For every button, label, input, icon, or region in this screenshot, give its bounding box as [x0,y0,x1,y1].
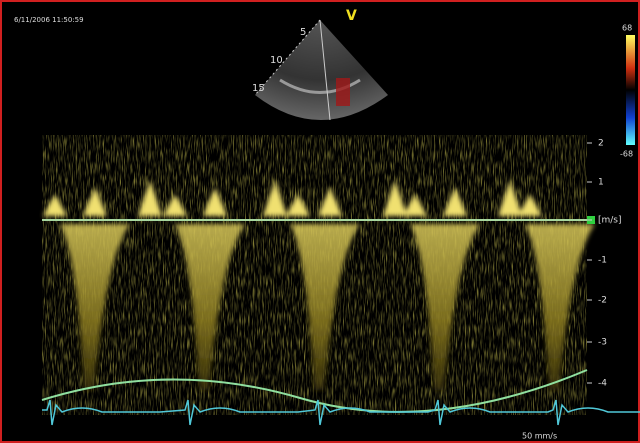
scale-label: 2 [598,139,604,149]
scale-label: -4 [598,379,607,389]
depth-label: 5 [300,27,306,38]
timestamp: 6/11/2006 11:50:59 [14,16,84,24]
color-min: -68 [620,150,633,159]
probe-marker: V [346,8,357,24]
depth-label: 10 [270,55,283,66]
sweep-speed: 50 mm/s [522,432,557,441]
scale-label: -3 [598,338,607,348]
color-bar [626,35,635,145]
scale-label: 1 [598,178,604,188]
scale-label: -1 [598,256,607,266]
color-box [336,78,350,106]
scale-label: [m/s] [598,216,622,226]
depth-label: 15 [252,83,265,94]
scale-label: -2 [598,296,607,306]
page: 6/11/2006 11:50:59 5 10 15 V 68 -68 2 1 [m… [0,0,640,443]
ultrasound-screen: 6/11/2006 11:50:59 5 10 15 V 68 -68 2 1 [m… [0,0,640,443]
color-max: 68 [622,24,632,33]
